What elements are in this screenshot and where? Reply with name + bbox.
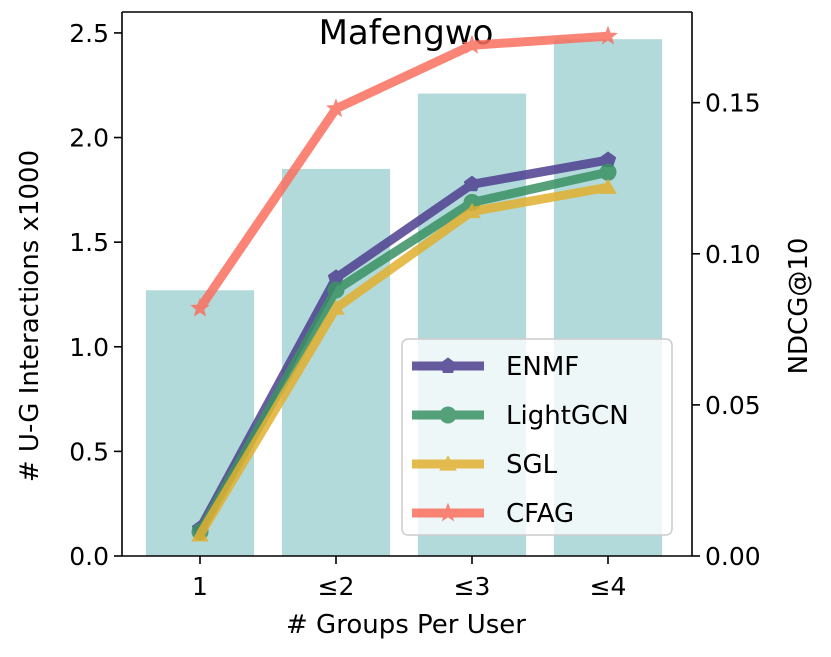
series-line-CFAG bbox=[196, 31, 609, 311]
y-left-tick-label: 0.5 bbox=[69, 437, 109, 466]
legend-marker bbox=[438, 502, 458, 522]
legend-marker bbox=[439, 455, 457, 471]
y-right-tick-label: 0.15 bbox=[705, 89, 761, 118]
legend-entry-SGL bbox=[412, 455, 484, 471]
legend-entry-CFAG bbox=[412, 502, 484, 522]
lines-layer bbox=[190, 25, 618, 542]
series-point-SGL bbox=[599, 178, 617, 194]
legend-label: ENMF bbox=[506, 352, 579, 382]
series-point-CFAG bbox=[190, 297, 210, 317]
legend-entry-LightGCN bbox=[412, 406, 484, 424]
y-axis-right-label: NDCG@10 bbox=[784, 238, 814, 375]
y-left-tick-label: 1.0 bbox=[69, 333, 109, 362]
legend-marker bbox=[439, 357, 457, 373]
y-left-tick-label: 1.5 bbox=[69, 228, 109, 257]
y-left-tick-label: 2.5 bbox=[69, 19, 109, 48]
legend-label: CFAG bbox=[506, 499, 574, 529]
series-point-LightGCN bbox=[599, 163, 617, 181]
series-point-CFAG bbox=[598, 25, 618, 45]
series-point-SGL bbox=[191, 526, 209, 542]
series-point-SGL bbox=[463, 202, 481, 219]
x-tick-label: 1 bbox=[192, 572, 208, 601]
legend-entry-ENMF bbox=[412, 357, 484, 373]
legend-marker bbox=[439, 406, 457, 424]
y-right-tick-label: 0.00 bbox=[705, 542, 761, 571]
series-point-ENMF bbox=[463, 175, 481, 192]
series-CFAG bbox=[190, 25, 618, 317]
y-right-tick-label: 0.05 bbox=[705, 391, 761, 420]
series-point-LightGCN bbox=[327, 281, 345, 299]
legend-box bbox=[401, 338, 673, 536]
bar-1 bbox=[146, 290, 254, 556]
y-left-tick-label: 0.0 bbox=[69, 542, 109, 571]
series-line-SGL bbox=[196, 182, 609, 538]
legend-label: SGL bbox=[506, 450, 558, 480]
series-line-LightGCN bbox=[196, 167, 609, 535]
x-tick-label: ≤4 bbox=[590, 572, 627, 601]
legend: ENMF LightGCN SGL CFAG bbox=[401, 338, 673, 536]
axes-layer: 0.0 0.5 1.0 1.5 2.0 2.5 0.00 0.05 0.10 0.15 1 ≤2 ≤3 ≤… bbox=[69, 11, 761, 601]
x-tick-label: ≤2 bbox=[318, 572, 355, 601]
series-point-CFAG bbox=[326, 98, 346, 118]
x-axis-label: # Groups Per User bbox=[286, 610, 526, 640]
legend-label: LightGCN bbox=[506, 401, 629, 431]
y-left-tick-label: 2.0 bbox=[69, 124, 109, 153]
y-right-tick-label: 0.10 bbox=[705, 240, 761, 269]
series-SGL bbox=[191, 178, 617, 542]
series-point-SGL bbox=[327, 299, 345, 315]
series-point-CFAG bbox=[462, 34, 482, 54]
y-axis-left-label: # U-G Interactions x1000 bbox=[15, 150, 45, 482]
x-tick-label: ≤3 bbox=[454, 572, 491, 601]
